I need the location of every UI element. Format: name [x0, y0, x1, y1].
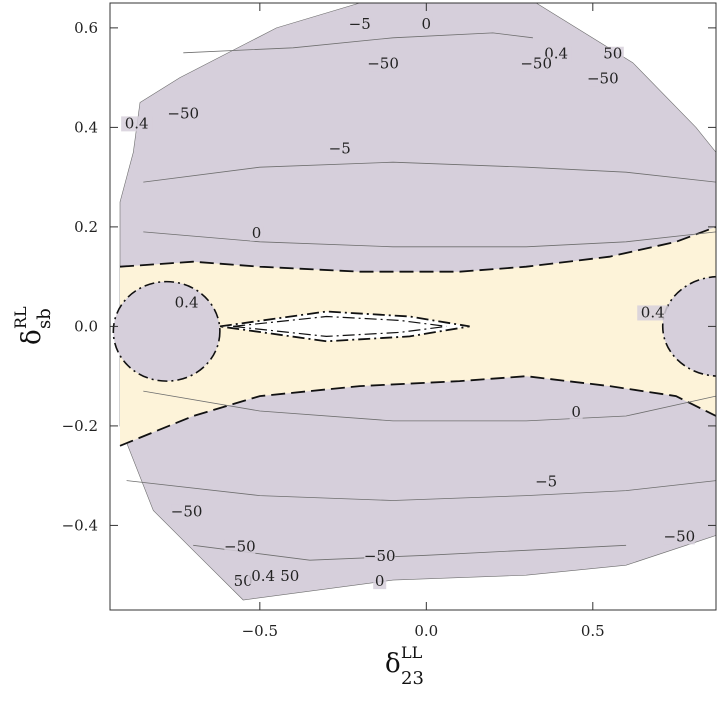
contour-label-1: 0	[422, 15, 432, 33]
x-tick-label-2: 0.5	[581, 622, 605, 640]
contour-label-bg-21	[278, 569, 301, 585]
contour-label-16: −50	[664, 527, 696, 545]
y-tick-label-1: −0.2	[62, 417, 98, 435]
y-axis-subscript: sb	[34, 308, 55, 329]
contour-label-bg-6	[587, 71, 619, 87]
contour-label-bg-1	[419, 16, 433, 32]
plot-frame	[109, 2, 717, 611]
contour-label-5: −50	[520, 55, 552, 73]
contour-label-20: 0.4	[251, 567, 275, 585]
y-tick-label-0: −0.4	[62, 516, 98, 534]
x-axis-symbol: δ	[385, 649, 401, 679]
y-tick-label-3: 0.2	[74, 218, 98, 236]
axis-ticks: −0.5 0.0 0.5 −0.4 −0.2 0.0 0.2 0.4 0.6	[62, 3, 716, 640]
contour-label-bg-8	[167, 106, 199, 122]
band-upper-boundary	[119, 226, 716, 273]
inner-contour-lower	[233, 325, 447, 338]
contour-label-bg-5	[520, 56, 552, 72]
contour-line-1	[143, 231, 716, 248]
central-inner-region	[219, 310, 470, 343]
band-lower-boundary	[119, 375, 716, 447]
contour-label-bg-11	[171, 295, 203, 311]
contour-label-bg-22	[373, 574, 387, 590]
y-tick-label-4: 0.4	[74, 118, 98, 136]
contour-label-bg-18	[364, 549, 396, 565]
contour-line-5	[193, 544, 627, 561]
contour-line-2	[143, 390, 716, 422]
contour-label-bg-3	[601, 46, 624, 62]
contour-label-bg-10	[250, 225, 264, 241]
contour-label-bg-7	[121, 116, 153, 132]
contour-label-bg-0	[348, 16, 371, 32]
inner-contour-upper	[233, 315, 447, 327]
contour-label-bg-15	[171, 504, 203, 520]
contour-line-0	[143, 161, 716, 183]
contour-label-bg-14	[535, 474, 558, 490]
y-axis-title: δ RL sb	[11, 306, 55, 345]
contour-label-17: −50	[224, 537, 256, 555]
contour-line-4	[183, 32, 533, 54]
contour-label-bg-13	[569, 404, 583, 420]
contour-label-bg-4	[367, 56, 399, 72]
y-axis-superscript: RL	[11, 306, 30, 329]
contour-label-7: 0.4	[125, 114, 149, 132]
contour-label-bg-20	[247, 569, 279, 585]
contour-label-4: −50	[367, 55, 399, 73]
contour-label-bg-16	[663, 529, 695, 545]
contour-label-22: 0	[375, 572, 385, 590]
contour-label-bg-9	[328, 141, 351, 157]
contour-labels: −5 00.4 50−50 −50−500.4−50−500.40.40−5−50−5…	[121, 15, 695, 590]
x-tick-label-0: −0.5	[242, 622, 278, 640]
contour-label-bg-17	[224, 539, 256, 555]
contour-label-18: −50	[364, 547, 396, 565]
contour-line-3	[126, 480, 716, 501]
x-axis-subscript: 23	[401, 668, 424, 689]
right-lobe-region	[661, 275, 716, 377]
x-axis-superscript: LL	[401, 643, 423, 662]
contour-label-bg-12	[637, 305, 669, 321]
plot-area	[112, 3, 716, 601]
left-lobe-region	[112, 280, 221, 382]
contour-label-3: 50	[603, 45, 622, 63]
contour-label-0: −5	[349, 15, 371, 33]
x-axis-title: δ LL 23	[385, 643, 424, 689]
contour-label-11: 0.4	[175, 294, 199, 312]
contour-label-10: 0	[252, 224, 262, 242]
y-tick-label-5: 0.6	[74, 19, 98, 37]
y-tick-label-2: 0.0	[74, 317, 98, 335]
allowed-band	[120, 226, 716, 446]
contour-label-14: −5	[535, 473, 557, 491]
contour-label-6: −50	[587, 70, 619, 88]
x-tick-label-1: 0.0	[414, 622, 438, 640]
contour-label-8: −50	[167, 104, 199, 122]
contour-label-21: 50	[280, 567, 299, 585]
contour-label-15: −50	[171, 502, 203, 520]
contour-label-9: −5	[329, 139, 351, 157]
contour-label-12: 0.4	[641, 303, 665, 321]
contour-label-13: 0	[571, 403, 581, 421]
y-axis-symbol: δ	[17, 329, 47, 345]
